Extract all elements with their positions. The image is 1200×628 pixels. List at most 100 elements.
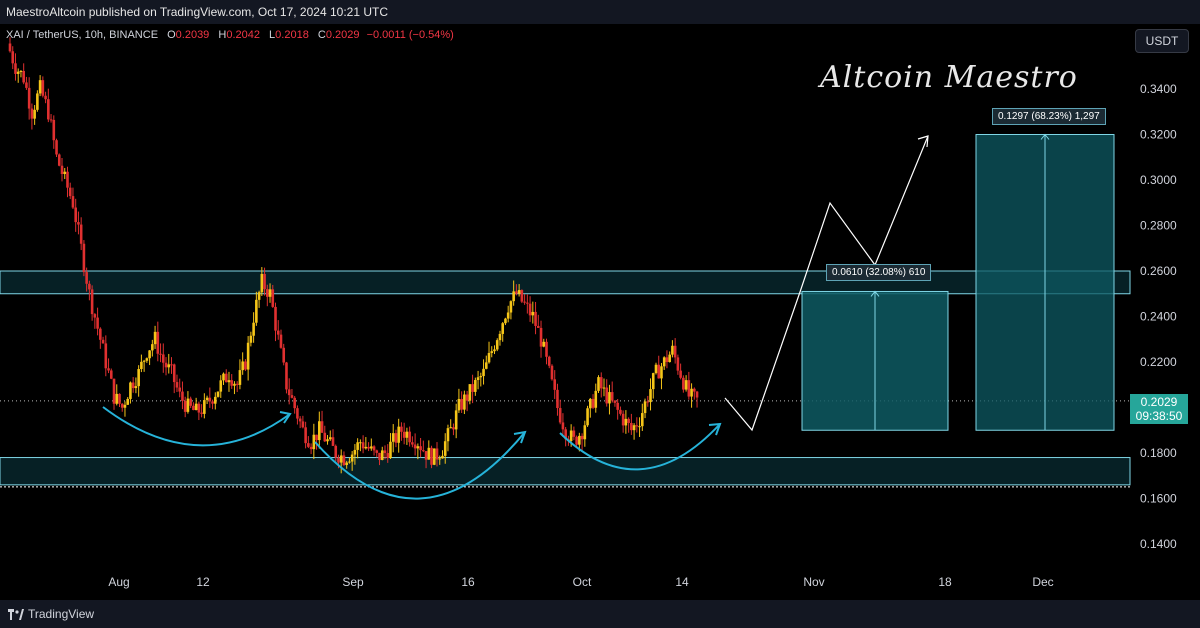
candle-body	[602, 387, 606, 389]
candle-body	[276, 330, 280, 335]
tradingview-logo-icon[interactable]	[8, 600, 24, 628]
candle-body	[498, 333, 502, 341]
currency-button[interactable]: USDT	[1135, 29, 1189, 53]
candle-body	[569, 430, 573, 441]
price-chart[interactable]: 0.3400 0.3200 0.3000 0.2800 0.2600 0.2400 0.22…	[0, 0, 1200, 604]
candle-body	[531, 311, 535, 316]
candle-body	[378, 452, 381, 460]
candle-body	[359, 442, 362, 444]
price-tick-label: 0.3200	[1140, 128, 1177, 142]
candle-body	[211, 401, 214, 404]
measure-label-2[interactable]: 0.1297 (68.23%) 1,297	[992, 108, 1106, 125]
published-text: MaestroAltcoin published on TradingView.…	[6, 5, 388, 19]
candle-body	[260, 273, 264, 293]
candle-body	[449, 427, 452, 429]
candle-body	[85, 272, 88, 284]
rounding-arc-3	[559, 423, 721, 471]
candle-body	[671, 345, 674, 355]
candle-body	[495, 340, 499, 350]
candle-body	[684, 380, 688, 390]
open-value: 0.2039	[175, 29, 210, 41]
candle-body	[520, 290, 524, 302]
candle-body	[224, 373, 228, 383]
open-label: O	[167, 29, 176, 41]
price-tick-label: 0.3400	[1140, 82, 1177, 96]
candle-body	[479, 376, 483, 378]
candle-body	[594, 390, 598, 408]
candle-body	[181, 391, 184, 401]
candle-body	[435, 448, 439, 460]
measure-label-1[interactable]: 0.0610 (32.08%) 610	[826, 264, 932, 281]
candle-body	[411, 442, 414, 445]
candle-body	[613, 400, 617, 403]
candle-body	[673, 345, 677, 358]
candle-body	[328, 437, 332, 440]
candle-body	[49, 119, 53, 121]
candle-body	[553, 379, 557, 390]
candle-body	[348, 461, 351, 463]
candle-body	[526, 302, 529, 304]
low-value: 0.2018	[275, 29, 309, 41]
symbol-name[interactable]: XAI / TetherUS, 10h, BINANCE	[6, 29, 159, 41]
candle-body	[112, 378, 116, 404]
time-tick-label: Oct	[573, 575, 592, 589]
zones-layer	[0, 133, 1131, 488]
candle-body	[350, 454, 354, 462]
candle-body	[33, 109, 36, 119]
candle-body	[282, 347, 286, 363]
high-label: H	[218, 29, 227, 41]
candle-body	[397, 426, 400, 443]
candle-body	[183, 400, 187, 412]
close-label: C	[317, 29, 326, 41]
candle-body	[57, 154, 61, 166]
candle-body	[331, 437, 335, 446]
candle-body	[287, 389, 291, 396]
candle-body	[405, 431, 409, 438]
candle-body	[386, 453, 390, 459]
close-value: 0.2029	[325, 29, 360, 41]
tradingview-brand[interactable]: TradingView	[28, 607, 95, 621]
candle-body	[676, 357, 680, 371]
candle-body	[638, 426, 641, 428]
candle-body	[44, 95, 47, 100]
time-tick-label: Dec	[1032, 575, 1053, 589]
candle-body	[512, 291, 515, 302]
countdown: 09:38:50	[1135, 409, 1183, 423]
candle-body	[575, 436, 578, 445]
candle-body	[679, 370, 682, 378]
time-tick-label: 14	[675, 575, 689, 589]
candle-body	[370, 446, 373, 449]
candle-body	[605, 387, 609, 404]
publish-header: MaestroAltcoin published on TradingView.…	[0, 0, 1200, 24]
candle-body	[208, 397, 212, 402]
candle-body	[474, 380, 477, 392]
candle-body	[30, 108, 34, 119]
price-tick-label: 0.3000	[1140, 173, 1177, 187]
candle-body	[427, 447, 431, 460]
price-tick-label: 0.1800	[1140, 446, 1177, 460]
candle-body	[441, 455, 444, 459]
candle-body	[654, 364, 658, 374]
change-value: −0.0011 (−0.54%)	[366, 29, 454, 41]
candle-body	[318, 421, 321, 441]
candle-body	[660, 366, 663, 379]
price-tick-label: 0.2800	[1140, 219, 1177, 233]
candle-body	[175, 382, 179, 388]
candle-body	[323, 432, 327, 442]
candle-body	[178, 387, 182, 392]
candle-body	[556, 389, 559, 409]
candle-body	[391, 433, 395, 442]
candle-body	[452, 427, 455, 430]
candle-body	[550, 365, 554, 380]
symbol-legend[interactable]: XAI / TetherUS, 10h, BINANCE O0.2039 H 0.…	[6, 29, 454, 41]
candle-body	[285, 362, 288, 390]
candle-body	[186, 398, 190, 412]
candle-body	[443, 441, 447, 456]
candle-body	[71, 196, 75, 208]
candle-body	[170, 364, 173, 366]
candle-body	[621, 413, 625, 426]
candle-body	[624, 418, 628, 426]
candle-body	[641, 413, 644, 427]
candle-body	[120, 403, 124, 408]
candle-body	[572, 430, 576, 437]
